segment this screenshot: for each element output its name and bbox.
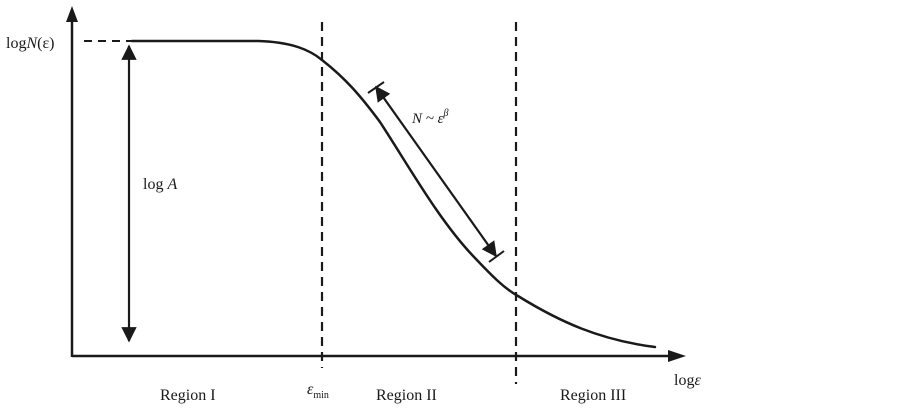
y-axis-label-suffix: (ε) bbox=[37, 35, 55, 52]
log-a-label: log A bbox=[143, 177, 177, 193]
epsilon-min-symbol: ε bbox=[307, 381, 314, 398]
slope-arrow-top-cap bbox=[367, 81, 385, 94]
log-a-label-variable: A bbox=[167, 176, 178, 193]
epsilon-min-label: εmin bbox=[307, 381, 329, 401]
region-3-label: Region III bbox=[560, 387, 627, 404]
region-2-label: Region II bbox=[376, 387, 437, 404]
x-axis-label-prefix: log bbox=[674, 372, 695, 389]
y-axis-arrowhead bbox=[66, 6, 78, 22]
y-axis-label: logN(ε) bbox=[6, 36, 55, 52]
x-axis-arrowhead bbox=[668, 350, 686, 362]
epsilon-min-subscript: min bbox=[313, 390, 329, 401]
log-a-label-prefix: log bbox=[143, 176, 168, 193]
power-law-curve bbox=[130, 39, 657, 349]
slope-arrow-bottom-cap bbox=[488, 250, 505, 263]
power-law-label-exponent: β bbox=[443, 108, 449, 119]
power-law-label-lhs: N ~ ε bbox=[412, 111, 444, 127]
y-axis-label-prefix: log bbox=[6, 35, 27, 52]
x-axis-label: logε bbox=[674, 373, 701, 389]
slope-arrow bbox=[375, 85, 497, 258]
power-law-label: N ~ εβ bbox=[412, 109, 449, 127]
region-1-label: Region I bbox=[160, 387, 216, 404]
x-axis-label-variable: ε bbox=[694, 372, 701, 389]
y-axis-label-variable: N bbox=[26, 35, 38, 52]
